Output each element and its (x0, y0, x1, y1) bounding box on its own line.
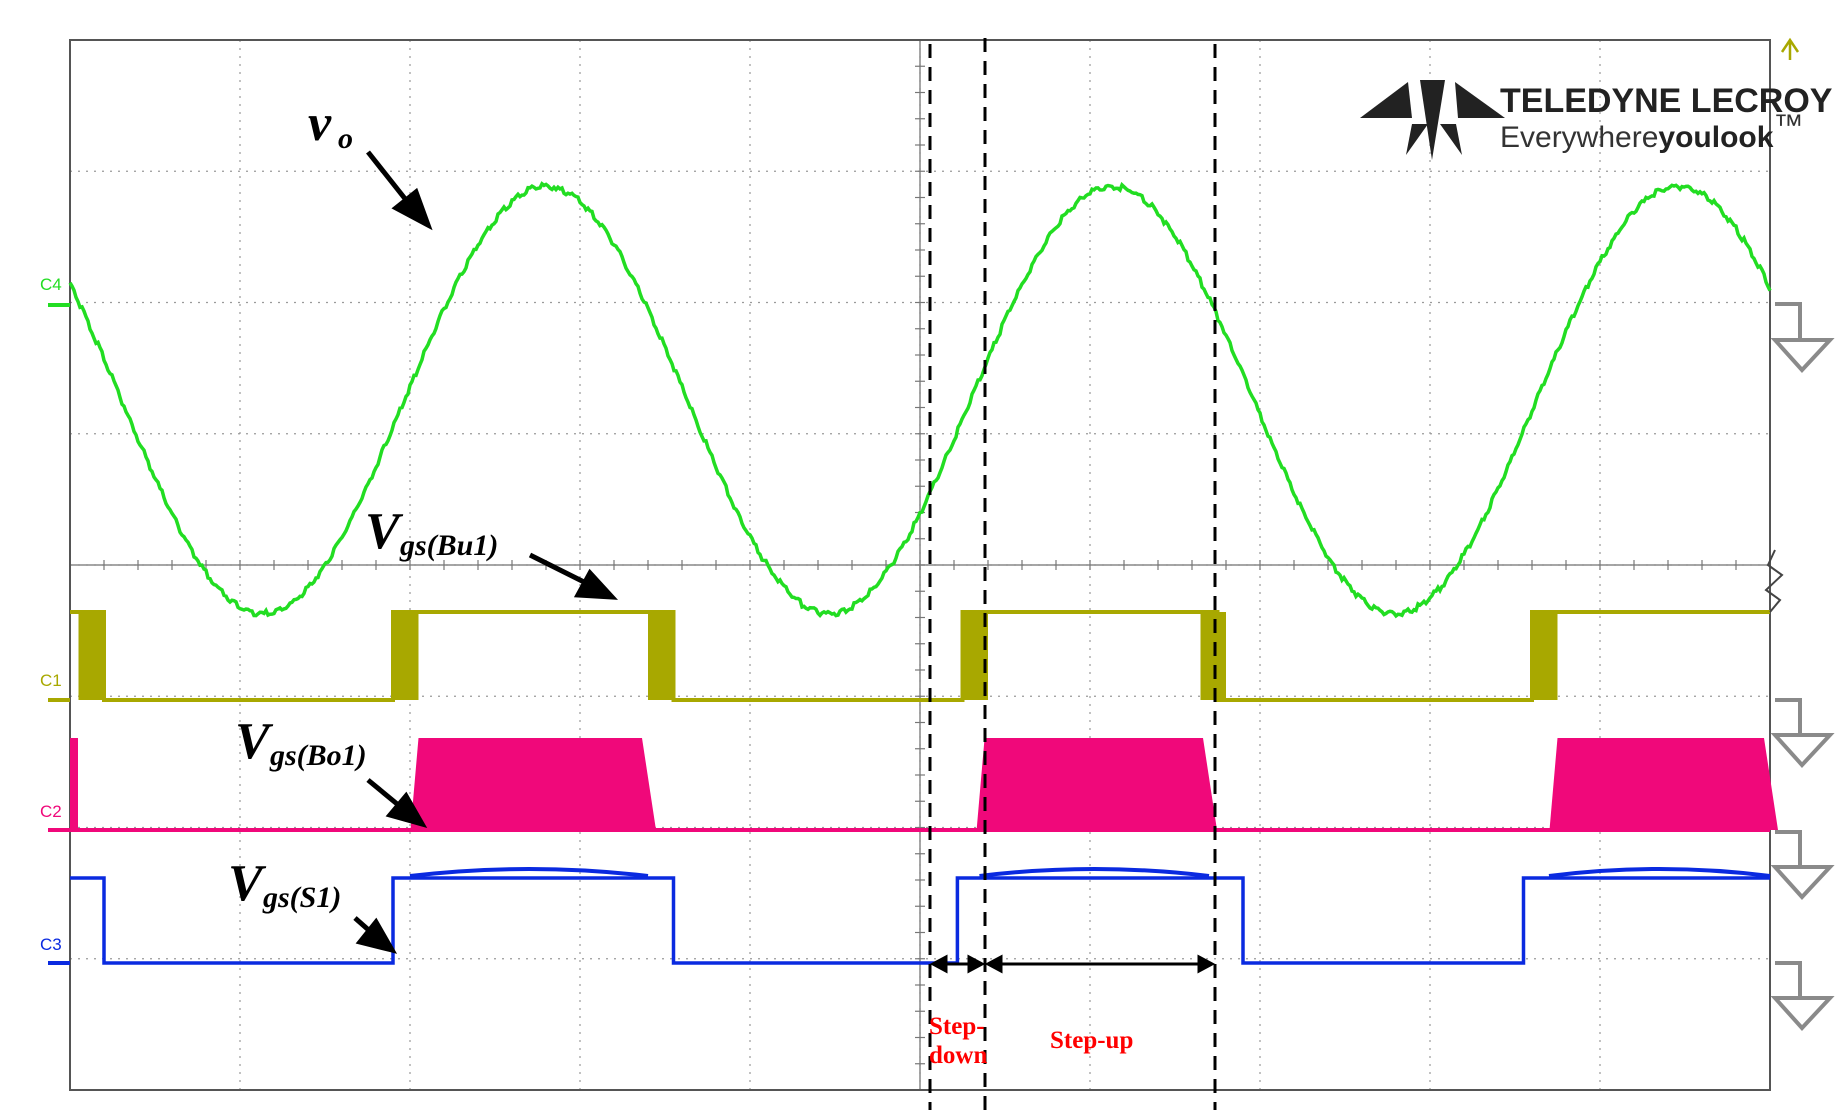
trigger-arrow-icon (1780, 37, 1800, 60)
trace-vo (68, 181, 1772, 619)
label-bu1: V gs(Bu1) (365, 503, 498, 562)
label-bo1-sub: gs(Bo1) (269, 739, 367, 772)
pwm-burst (393, 612, 419, 700)
pwm-block (976, 738, 1217, 830)
brand-logo: TELEDYNE LECROY Everywhereyoulook™ (1360, 80, 1833, 160)
trace-vgs-s1-ripple (979, 867, 1210, 878)
label-vo-main: v (308, 95, 332, 152)
ground-marker-icon (1770, 961, 1835, 1031)
stepup-label: Step-up (1050, 1027, 1133, 1054)
channel-indicators: C4 C1 C2 C3 (40, 275, 70, 965)
label-bu1-main: V (365, 503, 404, 560)
pwm-burst (1532, 612, 1558, 700)
stepdown-label-line2: down (929, 1042, 987, 1069)
trace-vgs-s1 (70, 876, 1770, 965)
pointer-arrows (353, 150, 619, 954)
pwm-block (410, 738, 656, 830)
trigger-markers (1764, 37, 1800, 613)
plot-frame (69, 39, 1771, 1091)
traces (68, 181, 1778, 965)
stepdown-label-line1: Step- (929, 1013, 985, 1040)
pwm-block (1549, 738, 1778, 830)
channel-label-c2: C2 (40, 802, 62, 821)
pwm-burst (1200, 612, 1226, 700)
trace-vgs-bu1 (70, 610, 1770, 702)
channel-label-c3: C3 (40, 935, 62, 954)
label-s1-sub: gs(S1) (262, 881, 341, 914)
trace-vgs-s1-ripple (1548, 867, 1771, 878)
label-vo: v o (308, 95, 353, 155)
label-s1: V gs(S1) (228, 855, 341, 914)
pwm-burst (648, 612, 674, 700)
ground-marker-icon (1770, 830, 1835, 900)
ground-markers (1770, 302, 1835, 1031)
label-bo1: V gs(Bo1) (235, 713, 367, 772)
brand-tagline: Everywhereyoulook™ (1500, 109, 1803, 154)
label-bu1-sub: gs(Bu1) (399, 529, 498, 562)
channel-label-c1: C1 (40, 671, 62, 690)
brand-name: TELEDYNE LECROY (1500, 82, 1833, 120)
pwm-block (70, 738, 78, 830)
trace-vgs-s1-ripple (409, 867, 649, 878)
label-s1-main: V (228, 855, 267, 912)
grid (69, 39, 1771, 1091)
teledyne-logo-icon (1360, 80, 1505, 160)
ground-marker-icon (1770, 698, 1835, 768)
channel-label-c4: C4 (40, 275, 62, 294)
label-vo-sub: o (338, 122, 353, 155)
label-bo1-main: V (235, 713, 274, 770)
region-lines (928, 38, 1217, 1110)
trigger-level-icon (1764, 549, 1784, 613)
ground-marker-icon (1770, 302, 1835, 373)
pwm-burst (78, 612, 104, 700)
region-arrows (929, 954, 1216, 974)
